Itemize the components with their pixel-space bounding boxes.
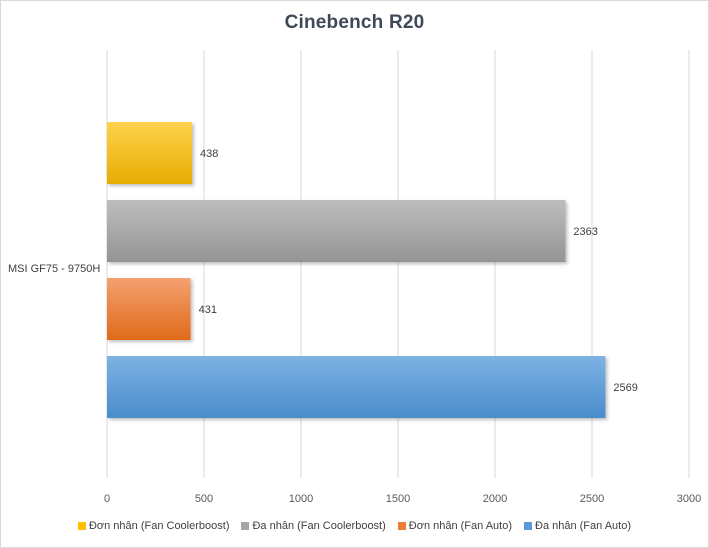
legend-swatch [397, 522, 406, 530]
legend-item-4: Đa nhân (Fan Auto) [524, 520, 631, 532]
bar-series-4 [107, 356, 606, 418]
legend-swatch [241, 522, 250, 530]
legend-label: Đa nhân (Fan Auto) [535, 520, 632, 532]
data-label-series-4: 2569 [613, 382, 637, 394]
x-tick-label: 1500 [386, 493, 410, 505]
bar-series-1 [107, 122, 192, 184]
data-label-series-3: 431 [199, 304, 217, 316]
x-tick-label: 2500 [580, 493, 604, 505]
data-label-series-1: 438 [200, 148, 218, 160]
data-label-series-2: 2363 [573, 226, 597, 238]
legend-swatch [524, 522, 532, 530]
legend-swatch [77, 522, 86, 530]
legend-item-2: Đa nhân (Fan Coolerboost) [241, 520, 386, 532]
x-tick-label: 3000 [677, 493, 701, 505]
x-tick-label: 2000 [483, 493, 507, 505]
legend-label: Đa nhân (Fan Coolerboost) [252, 520, 386, 532]
legend-label: Đơn nhân (Fan Coolerboost) [88, 520, 230, 532]
bar-series-2 [107, 200, 566, 262]
x-tick-label: 1000 [289, 493, 313, 505]
legend-item-1: Đơn nhân (Fan Coolerboost) [77, 520, 230, 532]
bar-series-3 [107, 278, 191, 340]
category-label: MSI GF75 - 9750H [8, 263, 100, 275]
legend-label: Đơn nhân (Fan Auto) [408, 520, 512, 532]
legend-item-3: Đơn nhân (Fan Auto) [397, 520, 512, 532]
x-tick-label: 0 [104, 493, 110, 505]
chart-title: Cinebench R20 [284, 12, 425, 33]
x-tick-label: 500 [195, 493, 213, 505]
legend: Đơn nhân (Fan Coolerboost) Đa nhân (Fan C… [0, 520, 709, 532]
